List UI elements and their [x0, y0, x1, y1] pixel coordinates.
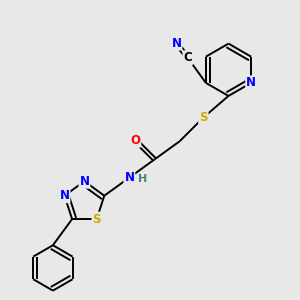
Text: N: N	[80, 175, 89, 188]
Text: S: S	[92, 213, 101, 226]
Text: H: H	[138, 174, 147, 184]
Text: N: N	[246, 76, 256, 89]
Text: S: S	[199, 111, 208, 124]
Text: C: C	[183, 51, 192, 64]
Text: O: O	[130, 134, 140, 147]
Text: N: N	[59, 189, 70, 202]
Text: N: N	[172, 37, 182, 50]
Text: N: N	[124, 171, 134, 184]
